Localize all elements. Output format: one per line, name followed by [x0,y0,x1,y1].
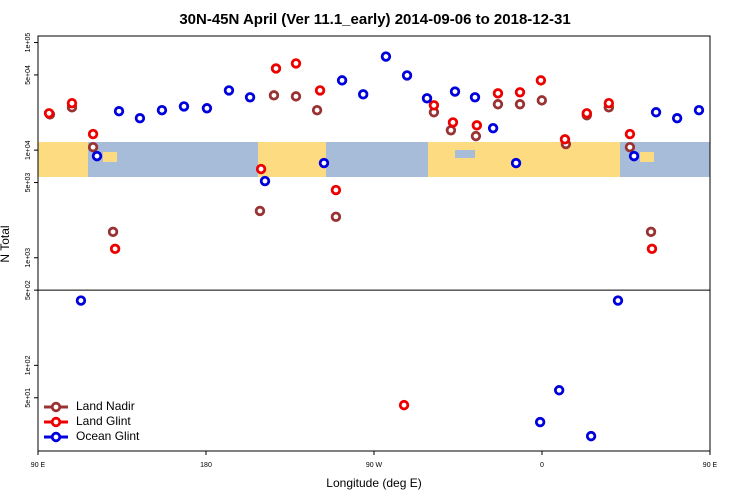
x-tick-label: 90 E [31,462,46,469]
point [487,122,499,134]
point [603,98,615,109]
point [268,90,280,101]
point [645,226,657,238]
point [624,141,636,153]
point [66,98,78,109]
x-tick-label: 0 [540,462,544,469]
legend-label: Land Nadir [76,399,135,413]
point [134,113,146,124]
y-tick-label: 5e+02 [25,280,32,300]
point [75,295,87,306]
point [646,243,658,255]
point [492,99,504,110]
map-band [38,142,710,177]
point [178,101,190,112]
x-tick-label: 180 [200,462,212,469]
point [581,108,592,119]
chart-title: 30N-45N April (Ver 11.1_early) 2014-09-0… [179,11,570,28]
point [428,100,440,111]
point [330,184,342,196]
point [421,93,433,104]
y-tick-label: 1e+04 [25,140,32,160]
point [585,430,597,442]
legend-label: Land Glint [76,414,131,428]
point [109,243,121,255]
point [254,205,266,217]
point [113,106,125,117]
legend-marker [50,401,62,413]
y-axis-label: N Total [0,225,12,262]
point [398,399,410,411]
point [449,86,461,97]
x-tick-label: 90 E [703,462,718,469]
point [401,70,413,81]
point [156,105,168,116]
point [553,385,565,396]
point [469,92,481,103]
point [318,157,330,169]
point [470,130,482,142]
y-tick-label: 1e+05 [25,33,32,53]
point [536,95,548,106]
point [514,87,526,98]
point [223,85,235,96]
point [330,211,342,223]
point [380,51,392,62]
point [91,150,103,162]
point [471,120,483,131]
point [357,89,369,100]
y-tick-label: 5e+03 [25,173,32,193]
point [628,150,640,162]
point [259,175,271,187]
point [87,141,99,153]
legend-label: Ocean Glint [76,429,140,443]
x-tick-label: 90 W [366,462,383,469]
x-axis-label: Longitude (deg E) [326,476,421,490]
y-tick-label: 5e+04 [25,65,32,85]
point [270,63,282,74]
point [314,85,326,96]
point [336,75,348,86]
y-tick-label: 1e+02 [25,355,32,375]
point [244,92,256,103]
y-tick-label: 1e+03 [25,248,32,268]
point [290,91,302,102]
point [87,128,99,140]
point [612,295,624,306]
point [535,75,547,86]
point [255,163,267,175]
point [671,113,683,124]
point [693,105,705,116]
point [559,134,571,145]
point [650,107,662,118]
point [43,108,55,119]
point [534,416,546,428]
point [447,117,459,128]
point [201,103,213,114]
legend-marker [50,431,62,443]
point [311,105,323,116]
point [624,128,636,140]
point [107,226,119,238]
legend-marker [50,416,62,428]
point [492,88,504,99]
y-tick-label: 5e+01 [25,388,32,408]
point [290,58,302,69]
point [445,125,457,136]
point [510,157,522,169]
point [514,99,526,110]
